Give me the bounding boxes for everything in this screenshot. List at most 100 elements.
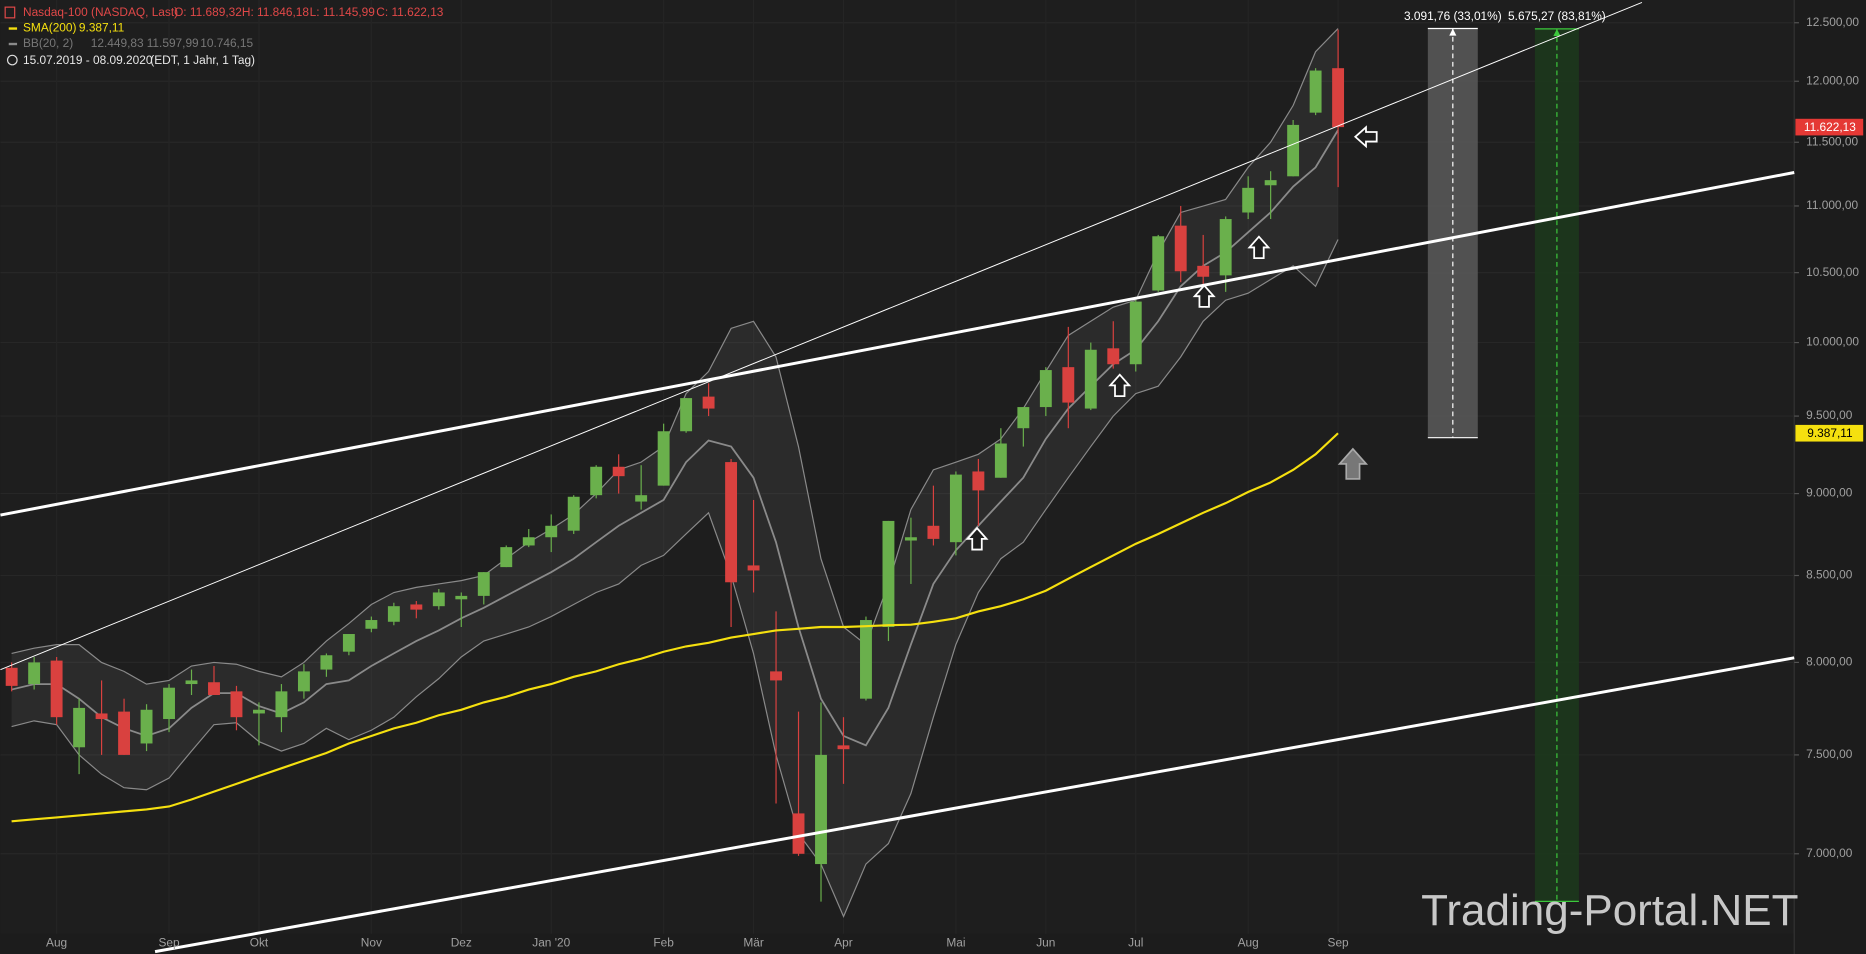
candle-body [163,687,175,720]
candle-body [1332,68,1345,128]
candle-body [365,620,378,629]
y-tick-label: 11.000,00 [1806,198,1858,212]
candle-body [927,525,940,539]
candle-body [994,443,1007,478]
arrow [1337,447,1369,480]
candle-body [28,662,41,685]
arrows [965,125,1378,551]
arrow [965,526,989,551]
candle-body [410,604,423,610]
price-tag-label: 11.622,13 [1804,120,1856,134]
candle-body [95,713,108,720]
candle-body [1174,225,1187,272]
x-tick-label: Feb [653,935,674,949]
candle-body [612,466,625,477]
candle-body [972,471,985,491]
legend-label: BB(20, 2) [23,36,73,50]
ohlc-label: H: 11.846,18 [242,5,310,19]
trend-line [0,1,1643,671]
legend-value: 9.387,11 [79,21,125,35]
candle-body [387,606,400,622]
price-tag-label: 9.387,11 [1807,426,1853,440]
candle-body [949,474,962,543]
candle-body [725,462,738,583]
candle-body [1242,187,1255,213]
candle-body [567,496,580,531]
legend-value: 11.597,99 [147,36,199,50]
candle-body [1287,124,1300,177]
band-fill [11,28,1339,917]
candle-body [860,620,872,699]
y-tick-label: 11.500,00 [1806,134,1858,148]
candle-body [500,547,513,568]
x-tick-label: Aug [1238,935,1259,949]
y-tick-label: 8.000,00 [1806,655,1853,669]
candle-body [1197,265,1210,277]
arrow [1247,235,1271,260]
arrow [1353,125,1378,149]
ohlc-label: O: 11.689,32 [174,5,242,19]
candle-body [815,754,827,865]
candle-body [1219,219,1232,276]
candle-body [1017,407,1030,429]
candles [5,29,1345,902]
legend-value: 12.449,83 [91,36,144,50]
candle-body [320,655,333,670]
y-tick-label: 12.000,00 [1806,73,1859,87]
plot-area [0,0,1794,934]
candle-body [702,396,715,409]
candle-body [904,537,917,541]
axes: 7.000,00 7.500,00 8.000,00 8.500,00 9.000,00… [46,15,1864,949]
candle-body [477,572,490,596]
watermark: Trading-Portal.NET [1421,886,1798,935]
y-tick-label: 9.000,00 [1806,486,1853,500]
bollinger-upper [11,28,1339,685]
x-tick-label: Okt [250,935,269,949]
candle-body [680,398,693,432]
x-tick-label: Apr [834,935,853,949]
legend-title: Nasdaq-100 (NASDAQ, Last) [23,5,178,19]
x-tick-label: Jan '20 [532,935,570,949]
candle-body [1264,180,1277,186]
x-tick-label: Sep [158,935,180,949]
ohlc-label: C: 11.622,13 [376,5,444,19]
x-tick-label: Aug [46,935,67,949]
price-tag [1795,118,1864,136]
candle-body [118,711,131,755]
candle-body [590,466,603,496]
candle-body [522,537,535,546]
legend-swatch [8,27,18,30]
candle-body [635,495,648,502]
trend-lines [0,1,1795,954]
candle-body [185,680,198,685]
candle-body [1084,349,1097,409]
x-tick-label: Dez [451,935,472,949]
candle-body [770,671,782,681]
candle-body [1039,370,1052,408]
legend-swatch [8,42,18,46]
candle-body [1152,236,1165,291]
bollinger-lower [11,239,1339,919]
arrow [1108,373,1132,398]
candle-body [792,813,805,854]
clock-icon [6,54,18,66]
candle-body [1309,70,1322,113]
candle-body [747,565,760,571]
x-tick-label: Jun [1036,935,1055,949]
y-tick-label: 12.500,00 [1806,15,1859,29]
x-tick-label: Sep [1328,935,1350,949]
x-tick-label: Nov [361,935,382,949]
candle-body [230,691,243,718]
candle-body [342,634,355,652]
ohlc-label: L: 11.145,99 [310,5,376,19]
candle-body [1107,348,1120,365]
price-tag [1795,424,1864,442]
x-tick-label: Jul [1128,935,1143,949]
measure-label: 5.675,27 (83,81%) [1508,9,1606,23]
candle-body [1129,301,1142,365]
y-tick-label: 10.000,00 [1806,335,1859,349]
y-tick-label: 7.000,00 [1806,846,1853,860]
sma-line [11,432,1339,823]
